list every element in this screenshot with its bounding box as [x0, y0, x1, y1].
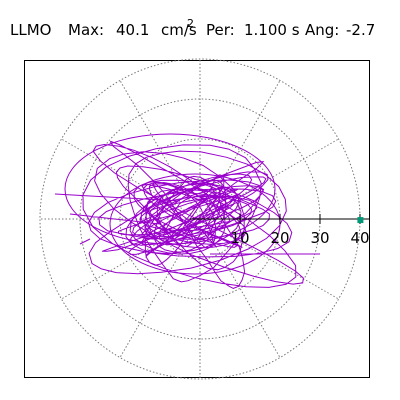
grid-spoke: [199, 218, 281, 358]
grid-spoke: [199, 80, 281, 220]
grid-spoke: [119, 80, 201, 220]
angle-label: Ang:: [305, 21, 340, 39]
max-unit-exponent: 2: [187, 17, 194, 30]
grid-spoke: [61, 138, 201, 220]
radial-tick-label: 30: [310, 229, 329, 247]
station-code: LLMO: [10, 21, 52, 39]
radial-tick-label: 20: [270, 229, 289, 247]
motion-trace-path: [54, 140, 320, 289]
max-unit: cm/s: [161, 21, 197, 39]
period-label: Per:: [206, 21, 235, 39]
max-value: 40.1: [116, 21, 150, 39]
radial-tick-label: 40: [350, 229, 369, 247]
radial-tick-label: 10: [230, 229, 249, 247]
angle-value: -2.7: [346, 21, 376, 39]
header-bar: LLMO Max: 40.1 cm/s 2 Per: 1.100 s Ang: …: [0, 10, 400, 50]
grid-spoke: [199, 218, 339, 300]
max-label: Max:: [68, 21, 105, 39]
grid-spoke: [199, 138, 339, 220]
motion-trace: [54, 133, 320, 289]
grid-spoke: [61, 218, 201, 300]
peak-marker: [357, 217, 364, 224]
grid-spoke: [119, 218, 201, 358]
radial-axis: 10 20 30 40: [190, 214, 370, 247]
period-value: 1.100 s: [244, 21, 300, 39]
motion-trace-loop: [64, 133, 276, 245]
